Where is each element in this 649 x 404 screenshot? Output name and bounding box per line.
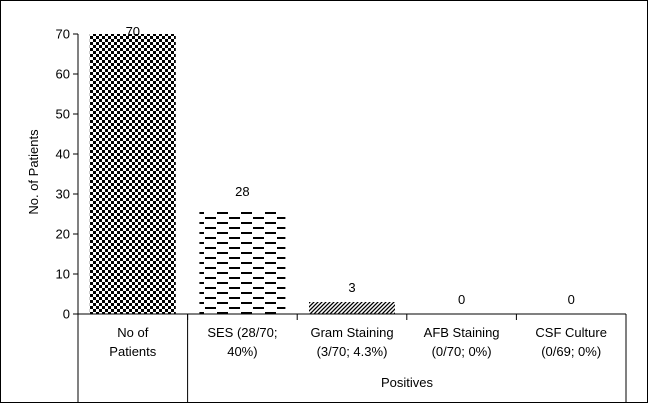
category-label: AFB Staining: [424, 325, 500, 340]
bars: 70 28 3 0 0: [89, 24, 575, 314]
y-tick-label: 10: [56, 267, 70, 282]
category-label: Patients: [109, 344, 156, 359]
data-label: 3: [348, 280, 355, 295]
data-label: 0: [568, 292, 575, 307]
category-label: No of: [117, 325, 148, 340]
x-axis: No of Patients SES (28/70; 40%) Gram Stainin…: [77, 313, 627, 403]
x-group-label: Positives: [381, 375, 434, 390]
bar: [309, 302, 395, 314]
y-tick-label: 50: [56, 107, 70, 122]
category-label: (0/69; 0%): [541, 344, 601, 359]
category-label: Gram Staining: [310, 325, 393, 340]
category-label: (0/70; 0%): [432, 344, 492, 359]
y-tick-label: 30: [56, 187, 70, 202]
bar: [199, 210, 286, 314]
data-label: 70: [126, 24, 140, 39]
y-axis-title: No. of Patients: [26, 129, 41, 215]
data-label: 28: [235, 184, 249, 199]
y-tick-label: 60: [56, 67, 70, 82]
category-label: SES (28/70;: [207, 325, 277, 340]
y-tick-label: 70: [56, 27, 70, 42]
bar: [89, 34, 176, 314]
y-tick-label: 40: [56, 147, 70, 162]
y-tick-label: 0: [63, 307, 70, 322]
y-axis: 0 10 20 30 40 50 60 70: [56, 27, 79, 322]
category-label: (3/70; 4.3%): [317, 344, 388, 359]
data-label: 0: [458, 292, 465, 307]
category-label: 40%): [227, 344, 257, 359]
y-tick-label: 20: [56, 227, 70, 242]
category-label: CSF Culture: [535, 325, 607, 340]
